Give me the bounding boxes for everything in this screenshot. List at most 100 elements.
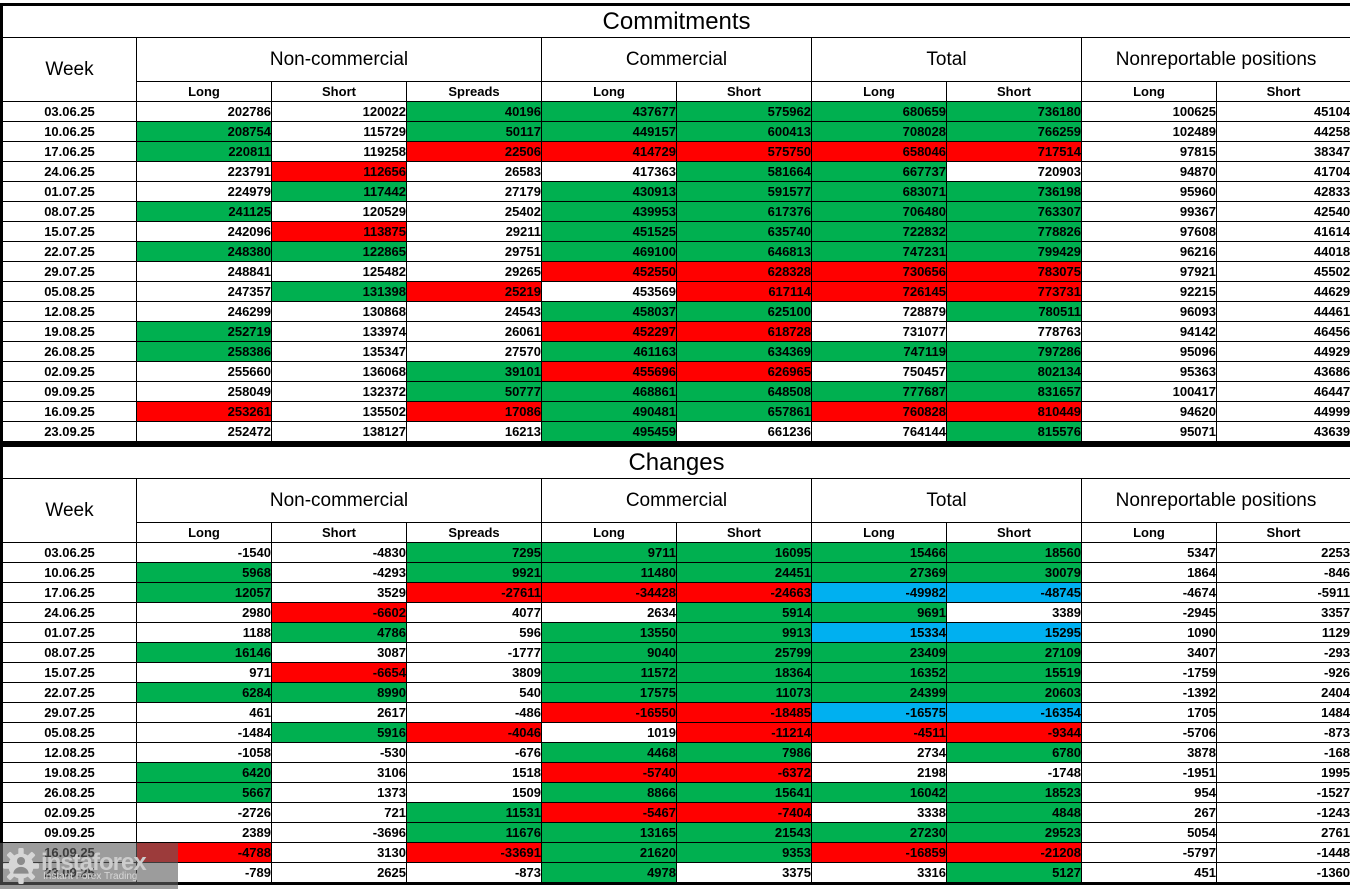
- value-cell: 2980: [136, 602, 272, 623]
- week-cell: 09.09.25: [1, 381, 137, 402]
- value-cell: 750457: [811, 361, 947, 382]
- value-cell: -3696: [271, 822, 407, 843]
- value-cell: 722832: [811, 221, 947, 242]
- group-header-commercial: Commercial: [541, 37, 812, 82]
- table-row: 08.07.25 241125 120529 25402 439953 617376 706…: [1, 201, 1350, 222]
- week-cell: 26.08.25: [1, 782, 137, 803]
- week-cell: 19.08.25: [1, 762, 137, 783]
- value-cell: 20603: [946, 682, 1082, 703]
- value-cell: 6420: [136, 762, 272, 783]
- week-cell: 17.06.25: [1, 141, 137, 162]
- week-cell: 03.06.25: [1, 101, 137, 122]
- group-header-total: Total: [811, 37, 1082, 82]
- value-cell: 648508: [676, 381, 812, 402]
- value-cell: 461: [136, 702, 272, 723]
- week-cell: 09.09.25: [1, 822, 137, 843]
- value-cell: 44461: [1215, 301, 1350, 322]
- value-cell: 16352: [811, 662, 947, 683]
- value-cell: 15519: [946, 662, 1082, 683]
- value-cell: 437677: [541, 101, 677, 122]
- value-cell: 15641: [676, 782, 812, 803]
- table-row: 22.07.25 6284 8990 540 17575 11073 24399 20603-…: [1, 682, 1350, 703]
- table-row: 03.06.25 202786 120022 40196 437677 575962 680…: [1, 101, 1350, 122]
- value-cell: -16575: [811, 702, 947, 723]
- value-cell: 223791: [136, 161, 272, 182]
- value-cell: 220811: [136, 141, 272, 162]
- value-cell: 44629: [1215, 281, 1350, 302]
- value-cell: 617114: [676, 281, 812, 302]
- value-cell: 708028: [811, 121, 947, 142]
- value-cell: 95363: [1081, 361, 1217, 382]
- value-cell: 657861: [676, 401, 812, 422]
- value-cell: 2617: [271, 702, 407, 723]
- value-cell: 1705: [1081, 702, 1217, 723]
- value-cell: 248841: [136, 261, 272, 282]
- value-cell: -293: [1215, 642, 1350, 663]
- subheader-long: Long: [541, 522, 677, 543]
- value-cell: 3809: [406, 662, 542, 683]
- value-cell: -926: [1215, 662, 1350, 683]
- value-cell: 449157: [541, 121, 677, 142]
- value-cell: 40196: [406, 101, 542, 122]
- value-cell: -6654: [271, 662, 407, 683]
- value-cell: 50777: [406, 381, 542, 402]
- subheader-short: Short: [946, 81, 1082, 102]
- value-cell: -676: [406, 742, 542, 763]
- value-cell: 9913: [676, 622, 812, 643]
- value-cell: 96216: [1081, 241, 1217, 262]
- value-cell: 45104: [1215, 101, 1350, 122]
- value-cell: -1777: [406, 642, 542, 663]
- table-row: 02.09.25 -2726 721 11531 -5467 -7404 3338 4848 2…: [1, 802, 1350, 823]
- group-header-nonreportable-positions: Nonreportable positions: [1080, 37, 1350, 82]
- table-row: 09.09.25 2389 -3696 11676 13165 21543 27230 295…: [1, 822, 1350, 843]
- value-cell: 252472: [136, 421, 272, 443]
- value-cell: 97921: [1081, 261, 1217, 282]
- value-cell: -7404: [676, 802, 812, 823]
- table-row: 17.06.25 12057 3529 -27611 -34428 -24663 -4998…: [1, 582, 1350, 603]
- value-cell: 94870: [1081, 161, 1217, 182]
- value-cell: 728879: [811, 301, 947, 322]
- value-cell: -5797: [1081, 842, 1217, 863]
- value-cell: 661236: [676, 421, 812, 443]
- value-cell: -1759: [1081, 662, 1217, 683]
- value-cell: -49982: [811, 582, 947, 603]
- value-cell: -1748: [946, 762, 1082, 783]
- value-cell: 3407: [1081, 642, 1217, 663]
- value-cell: 971: [136, 662, 272, 683]
- week-cell: 22.07.25: [1, 682, 137, 703]
- subheader-long: Long: [136, 81, 272, 102]
- value-cell: -5706: [1081, 722, 1217, 743]
- value-cell: 16146: [136, 642, 272, 663]
- value-cell: -5467: [541, 802, 677, 823]
- week-cell: 16.09.25: [1, 401, 137, 422]
- value-cell: 3338: [811, 802, 947, 823]
- value-cell: 27179: [406, 181, 542, 202]
- value-cell: -4511: [811, 722, 947, 743]
- value-cell: 253261: [136, 401, 272, 422]
- value-cell: 4468: [541, 742, 677, 763]
- table-row: 24.06.25 223791 112656 26583 417363 581664 667…: [1, 161, 1350, 182]
- value-cell: 42833: [1215, 181, 1350, 202]
- value-cell: 18523: [946, 782, 1082, 803]
- table-row: 22.07.25 248380 122865 29751 469100 646813 747…: [1, 241, 1350, 262]
- value-cell: -486: [406, 702, 542, 723]
- week-cell: 24.06.25: [1, 602, 137, 623]
- value-cell: 258386: [136, 341, 272, 362]
- value-cell: 136068: [271, 361, 407, 382]
- value-cell: 96093: [1081, 301, 1217, 322]
- table-row: 26.08.25 5667 1373 1509 8866 15641 16042 18523 9…: [1, 782, 1350, 803]
- value-cell: 5916: [271, 722, 407, 743]
- value-cell: 131398: [271, 281, 407, 302]
- subheader-short: Short: [946, 522, 1082, 543]
- value-cell: 954: [1081, 782, 1217, 803]
- value-cell: 773731: [946, 281, 1082, 302]
- value-cell: 635740: [676, 221, 812, 242]
- value-cell: -24663: [676, 582, 812, 603]
- value-cell: 41704: [1215, 161, 1350, 182]
- value-cell: 4848: [946, 802, 1082, 823]
- week-cell: 01.07.25: [1, 622, 137, 643]
- value-cell: 12057: [136, 582, 272, 603]
- value-cell: 46447: [1215, 381, 1350, 402]
- week-cell: 29.07.25: [1, 702, 137, 723]
- value-cell: 16095: [676, 542, 812, 563]
